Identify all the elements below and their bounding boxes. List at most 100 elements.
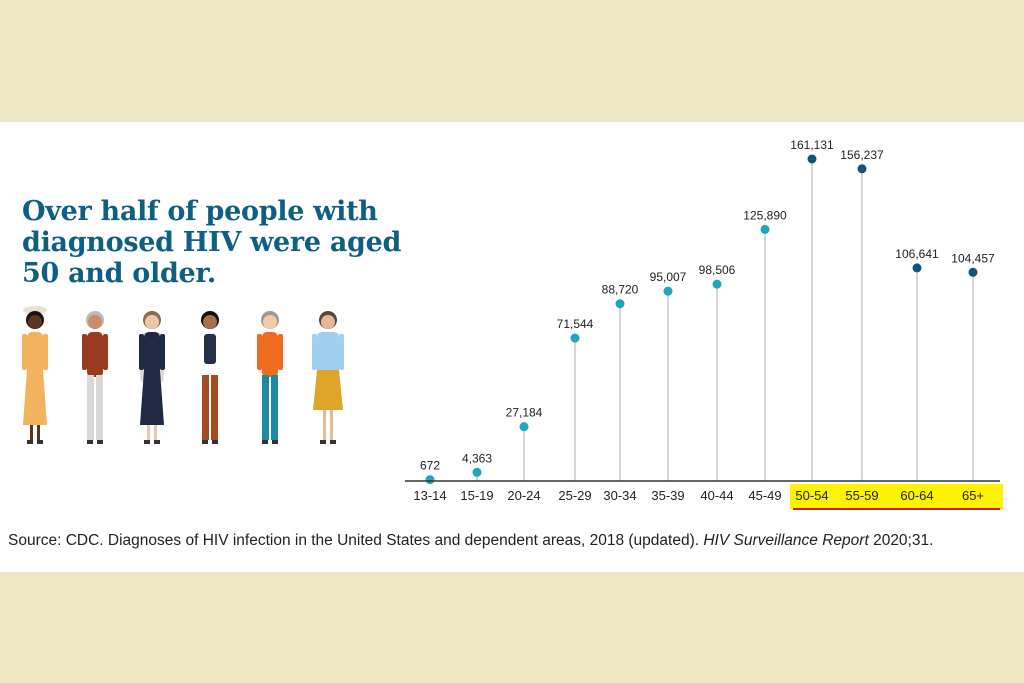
source-suffix: 2020;31. <box>868 532 934 549</box>
people-illustration <box>22 306 344 444</box>
head <box>88 315 102 329</box>
arm-left <box>22 334 27 370</box>
category-label-55-59: 55-59 <box>845 488 878 503</box>
value-label-35-39: 95,007 <box>650 270 687 284</box>
arm-left <box>197 334 202 370</box>
shoe <box>320 440 326 444</box>
value-label-40-44: 98,506 <box>699 263 736 277</box>
shoe <box>87 440 93 444</box>
headline: Over half of people with diagnosed HIV w… <box>22 196 402 289</box>
value-label-20-24: 27,184 <box>506 406 543 420</box>
dot-55-59 <box>857 164 867 174</box>
category-label-30-34: 30-34 <box>603 488 636 503</box>
leg-right <box>211 375 218 440</box>
arm-right <box>43 334 48 370</box>
person-1 <box>22 306 48 444</box>
torso <box>144 332 160 377</box>
head <box>28 315 42 329</box>
value-label-45-49: 125,890 <box>743 208 787 222</box>
highlight-50-plus <box>790 484 1003 509</box>
dot-15-19 <box>472 467 482 477</box>
value-label-60-64: 106,641 <box>895 247 939 261</box>
leg-left <box>87 375 94 440</box>
shoe <box>97 440 103 444</box>
hat <box>23 306 47 314</box>
value-label-65+: 104,457 <box>951 251 995 265</box>
category-label-15-19: 15-19 <box>460 488 493 503</box>
arm-right <box>339 334 344 370</box>
value-label-50-54: 161,131 <box>790 138 834 152</box>
category-label-25-29: 25-29 <box>558 488 591 503</box>
shoe <box>154 440 160 444</box>
torso <box>87 332 103 377</box>
head <box>203 315 217 329</box>
arm-left <box>257 334 262 370</box>
head <box>145 315 159 329</box>
person-2 <box>82 311 108 444</box>
arm-right <box>218 334 223 370</box>
skirt <box>313 370 343 410</box>
shoe <box>262 440 268 444</box>
leg-left <box>262 375 269 440</box>
arm-right <box>160 334 165 370</box>
shoe <box>144 440 150 444</box>
leg <box>37 425 40 440</box>
leg <box>154 425 157 440</box>
shoe <box>37 440 43 444</box>
shoe <box>272 440 278 444</box>
category-label-20-24: 20-24 <box>507 488 540 503</box>
value-label-55-59: 156,237 <box>840 148 884 162</box>
shoe <box>330 440 336 444</box>
leg-right <box>271 375 278 440</box>
person-4 <box>197 311 223 444</box>
category-label-40-44: 40-44 <box>700 488 733 503</box>
dot-30-34 <box>615 299 625 309</box>
dot-13-14 <box>425 475 435 485</box>
dot-20-24 <box>519 422 529 432</box>
shoe <box>202 440 208 444</box>
leg-right <box>96 375 103 440</box>
leg <box>30 425 33 440</box>
leg-left <box>202 375 209 440</box>
leg <box>330 410 333 440</box>
category-label-35-39: 35-39 <box>651 488 684 503</box>
head <box>263 315 277 329</box>
torso <box>262 332 278 377</box>
category-label-45-49: 45-49 <box>748 488 781 503</box>
arm-left <box>82 334 87 370</box>
value-label-13-14: 672 <box>420 459 440 473</box>
skirt <box>23 370 47 425</box>
value-label-15-19: 4,363 <box>462 451 492 465</box>
dot-45-49 <box>760 224 770 234</box>
person-5 <box>257 311 283 444</box>
leg <box>147 425 150 440</box>
head <box>321 315 335 329</box>
dot-40-44 <box>712 279 722 289</box>
shoe <box>27 440 33 444</box>
value-label-25-29: 71,544 <box>557 317 594 331</box>
category-label-60-64: 60-64 <box>900 488 933 503</box>
person-3 <box>139 311 165 444</box>
arm-left <box>312 334 317 370</box>
arm-right <box>278 334 283 370</box>
torso <box>27 332 43 377</box>
category-label-13-14: 13-14 <box>413 488 446 503</box>
source-prefix: Source: CDC. Diagnoses of HIV infection … <box>8 532 704 549</box>
category-label-50-54: 50-54 <box>795 488 828 503</box>
person-6 <box>312 311 344 444</box>
skirt <box>140 370 164 425</box>
dot-65+ <box>968 267 978 277</box>
source-report: HIV Surveillance Report <box>703 532 869 549</box>
dot-35-39 <box>663 286 673 296</box>
category-label-65+: 65+ <box>962 488 984 503</box>
arm-left <box>139 334 144 370</box>
leg <box>323 410 326 440</box>
dot-25-29 <box>570 333 580 343</box>
vest <box>204 334 216 364</box>
value-label-30-34: 88,720 <box>602 283 639 297</box>
torso <box>317 332 339 377</box>
dot-50-54 <box>807 154 817 164</box>
dot-60-64 <box>912 263 922 273</box>
arm-right <box>103 334 108 370</box>
